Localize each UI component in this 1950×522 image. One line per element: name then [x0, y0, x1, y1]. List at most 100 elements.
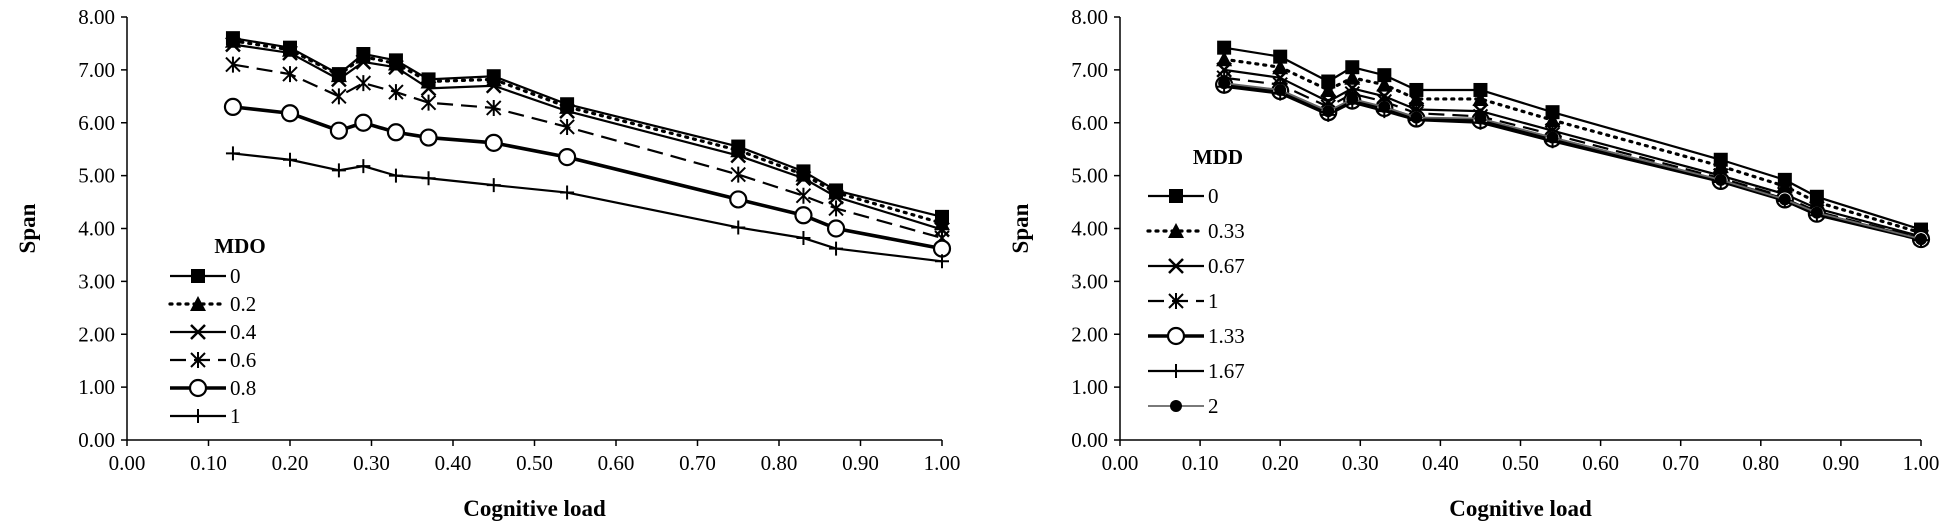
- data-point: [1544, 112, 1561, 128]
- data-point: [355, 75, 372, 92]
- legend-marker: [1169, 189, 1183, 203]
- legend-marker: [1169, 364, 1183, 378]
- legend-marker: [1168, 293, 1184, 309]
- x-tick-label: 0.10: [190, 451, 227, 475]
- series-0.6: [225, 56, 950, 247]
- x-tick-label: 0.40: [1422, 451, 1459, 475]
- data-point: [331, 88, 347, 105]
- data-point: [828, 188, 844, 205]
- data-point: [331, 71, 347, 88]
- x-tick-label: 0.90: [842, 451, 879, 475]
- x-axis-title: Cognitive load: [1449, 496, 1592, 521]
- data-point: [486, 99, 502, 116]
- x-tick-label: 0.80: [761, 451, 798, 475]
- data-point: [388, 84, 404, 101]
- data-point: [559, 103, 575, 120]
- data-point: [826, 219, 846, 238]
- data-point: [1810, 206, 1823, 219]
- data-point: [932, 239, 952, 258]
- data-point: [828, 184, 845, 200]
- y-tick-label: 8.00: [1071, 5, 1108, 29]
- legend-label: 0: [1208, 184, 1219, 208]
- legend-marker: [190, 296, 206, 311]
- data-point: [386, 123, 406, 142]
- series-1: [225, 146, 949, 269]
- data-point: [225, 36, 241, 53]
- y-axis-title: Span: [15, 203, 40, 253]
- series-line: [232, 63, 943, 240]
- data-point: [388, 168, 403, 183]
- data-point: [280, 104, 300, 123]
- data-point: [1714, 173, 1727, 186]
- data-point: [1322, 105, 1335, 118]
- x-tick-label: 0.70: [679, 451, 716, 475]
- data-point: [1473, 82, 1488, 97]
- legend-label: 0.4: [230, 320, 257, 344]
- data-point: [1273, 49, 1288, 64]
- data-point: [1409, 82, 1424, 97]
- x-tick-label: 0.20: [272, 451, 309, 475]
- y-tick-label: 3.00: [1071, 269, 1108, 293]
- data-point: [1274, 83, 1287, 96]
- data-point: [795, 187, 812, 204]
- legend-label: 0.8: [230, 376, 256, 400]
- data-point: [731, 220, 746, 235]
- data-point: [1346, 92, 1359, 105]
- legend-marker: [190, 352, 206, 368]
- y-tick-label: 1.00: [78, 375, 115, 399]
- legend-label: 1.33: [1208, 324, 1245, 348]
- legend-label: 0.67: [1208, 254, 1245, 278]
- data-point: [420, 94, 437, 111]
- y-tick-label: 5.00: [78, 164, 115, 188]
- legend-marker: [1168, 223, 1184, 238]
- x-axis-title: Cognitive load: [463, 496, 606, 521]
- x-tick-label: 0.60: [598, 451, 635, 475]
- x-tick-label: 0.30: [353, 451, 390, 475]
- data-point: [560, 185, 575, 200]
- series-0.4: [225, 36, 950, 238]
- data-point: [485, 77, 502, 94]
- data-point: [1472, 90, 1489, 106]
- data-point: [1321, 74, 1336, 89]
- data-point: [729, 190, 748, 209]
- chart-right-mdd: 0.00 1.00 2.00 3.00 4.00 5.00 6.00 7.00 8.00 0.00…: [1008, 5, 1939, 521]
- x-tick-label: 0.70: [1662, 451, 1699, 475]
- legend-label: 1: [1208, 289, 1219, 313]
- data-point: [282, 66, 298, 83]
- legend-title: MDO: [214, 234, 265, 258]
- data-point: [1218, 77, 1231, 90]
- legend-title: MDD: [1193, 145, 1243, 169]
- y-tick-label: 7.00: [78, 58, 115, 82]
- data-point: [486, 178, 501, 193]
- data-point: [331, 163, 346, 178]
- legend-label: 1: [230, 404, 241, 428]
- data-point: [283, 152, 297, 167]
- legend-marker: [190, 324, 206, 340]
- legend-label: 0: [230, 264, 241, 288]
- data-point: [795, 170, 812, 187]
- chart-left-mdo: 0.00 1.00 2.00 3.00 4.00 5.00 6.00 7.00 8.00 0.00…: [15, 5, 960, 521]
- data-point: [356, 159, 371, 174]
- x-tick-label: 0.30: [1342, 451, 1379, 475]
- data-point: [1216, 51, 1233, 67]
- data-point: [828, 200, 844, 217]
- data-point: [223, 97, 243, 116]
- data-point: [419, 128, 438, 147]
- data-point: [354, 113, 373, 132]
- legend-label: 0.2: [230, 292, 256, 316]
- y-tick-label: 5.00: [1071, 164, 1108, 188]
- data-point: [1915, 233, 1927, 246]
- y-axis-title: Span: [1008, 203, 1033, 253]
- series-line: [1223, 85, 1922, 242]
- data-point: [557, 148, 577, 167]
- legend-marker: [191, 409, 205, 423]
- y-tick-label: 0.00: [1071, 428, 1108, 452]
- legend-marker: [188, 378, 208, 398]
- x-tick-label: 0.50: [1502, 451, 1539, 475]
- data-point: [1546, 131, 1559, 144]
- data-point: [388, 59, 404, 76]
- y-tick-label: 6.00: [1071, 111, 1108, 135]
- series-0.8: [223, 97, 952, 258]
- x-tick-label: 0.00: [1102, 451, 1139, 475]
